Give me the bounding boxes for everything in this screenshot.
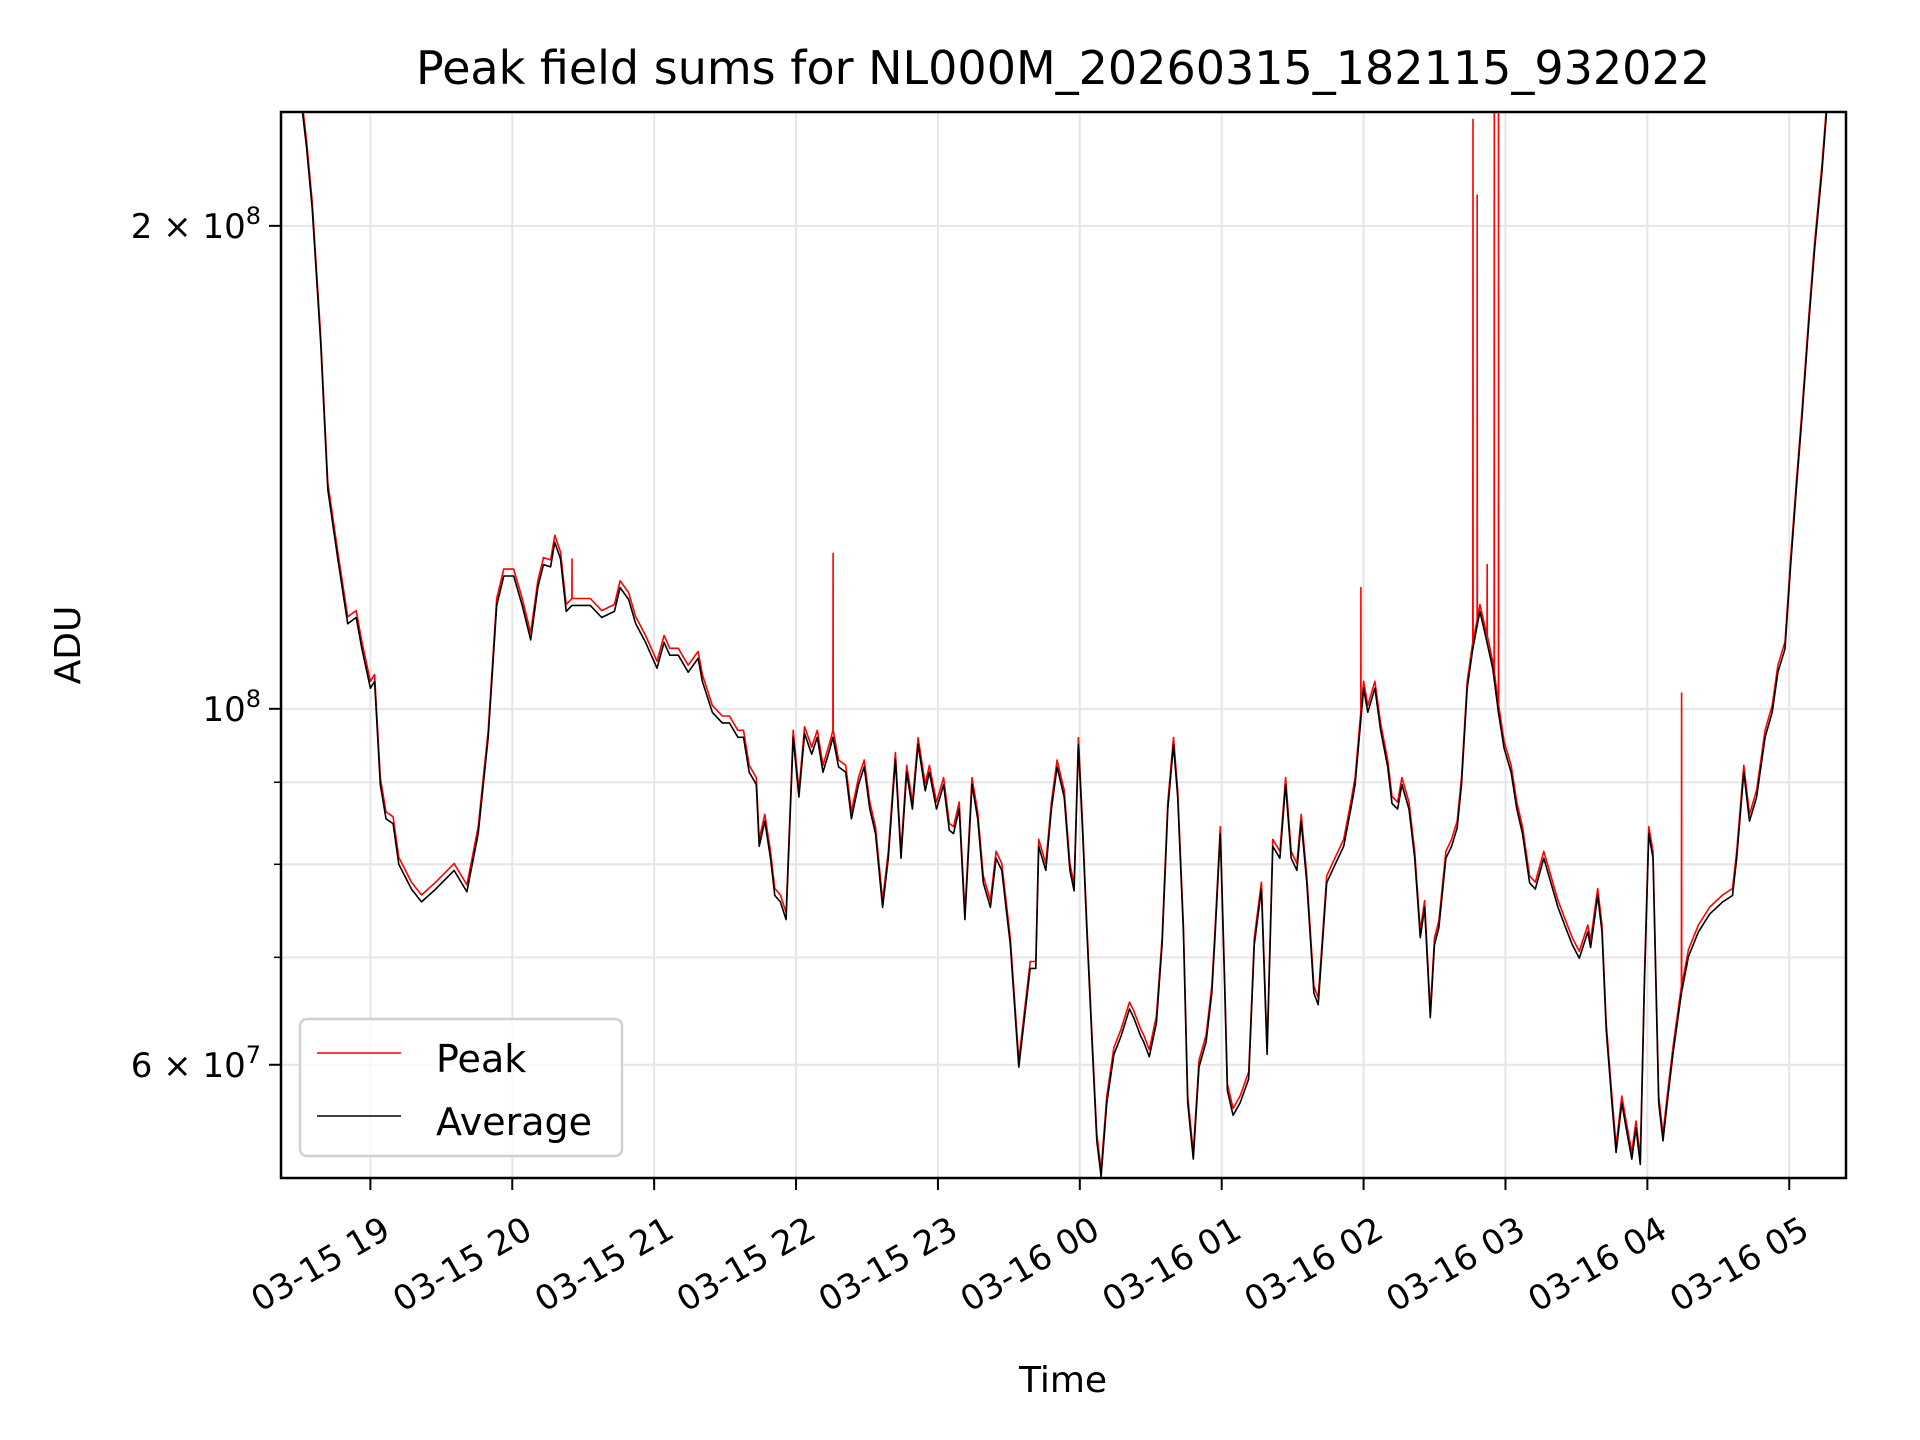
- series-average-line: [301, 112, 1828, 1178]
- x-tick-label: 03-15 22: [670, 1209, 822, 1320]
- x-tick-label: 03-16 01: [1096, 1209, 1248, 1320]
- x-axis-label: Time: [1018, 1360, 1107, 1401]
- x-tick-label: 03-16 00: [954, 1209, 1106, 1320]
- x-tick-label: 03-16 03: [1380, 1209, 1532, 1320]
- x-tick-label: 03-16 02: [1238, 1209, 1390, 1320]
- plot-lines: [301, 112, 1828, 1178]
- axes-frame: [279, 110, 1848, 1180]
- legend: Peak Average: [298, 1017, 624, 1158]
- x-tick-label: 03-15 19: [244, 1209, 396, 1320]
- y-axis-label: ADU: [48, 606, 89, 685]
- x-tick-label: 03-16 05: [1663, 1209, 1815, 1320]
- grid: [281, 112, 1846, 1178]
- y-tick-mantissa: 2 × 10: [131, 207, 246, 247]
- y-tick-label: 108: [202, 685, 261, 730]
- legend-average-label: Average: [436, 1100, 592, 1144]
- x-tick-label: 03-15 21: [528, 1209, 680, 1320]
- y-tick-exponent: 8: [246, 202, 261, 230]
- y-tick-label: 2 × 108: [131, 202, 261, 247]
- series-peak-line: [302, 112, 1827, 1171]
- y-tick-exponent: 7: [246, 1041, 261, 1069]
- y-tick-exponent: 8: [246, 685, 261, 713]
- chart-title: Peak field sums for NL000M_20260315_1821…: [416, 41, 1710, 95]
- x-tick-label: 03-16 04: [1521, 1209, 1673, 1320]
- y-tick-mantissa: 6 × 10: [131, 1046, 246, 1086]
- legend-peak-label: Peak: [436, 1037, 526, 1081]
- x-tick-label: 03-15 20: [386, 1209, 538, 1320]
- x-tick-label: 03-15 23: [812, 1209, 964, 1320]
- y-tick-mantissa: 10: [202, 690, 245, 730]
- y-tick-label: 6 × 107: [131, 1041, 261, 1086]
